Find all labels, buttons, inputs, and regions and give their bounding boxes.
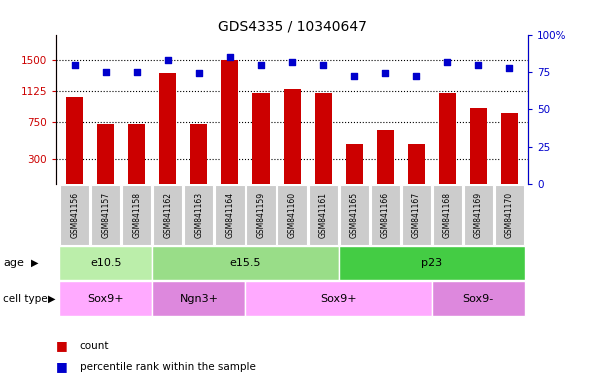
Point bbox=[504, 65, 514, 71]
Bar bbox=[340, 185, 369, 245]
Text: GSM841166: GSM841166 bbox=[381, 192, 390, 238]
Point bbox=[101, 69, 110, 75]
Point bbox=[349, 73, 359, 79]
Bar bbox=[432, 185, 462, 245]
Bar bbox=[432, 281, 525, 316]
Bar bbox=[376, 130, 394, 184]
Text: Ngn3+: Ngn3+ bbox=[179, 293, 218, 304]
Text: GSM841160: GSM841160 bbox=[287, 192, 297, 238]
Text: GSM841165: GSM841165 bbox=[350, 192, 359, 238]
Bar bbox=[215, 185, 244, 245]
Bar bbox=[184, 185, 214, 245]
Point bbox=[132, 69, 142, 75]
Text: GSM841157: GSM841157 bbox=[101, 192, 110, 238]
Bar bbox=[91, 185, 120, 245]
Bar bbox=[402, 185, 431, 245]
Bar bbox=[245, 281, 432, 316]
Text: p23: p23 bbox=[421, 258, 442, 268]
Bar bbox=[371, 185, 400, 245]
Point bbox=[287, 58, 297, 65]
Bar bbox=[153, 185, 182, 245]
Text: percentile rank within the sample: percentile rank within the sample bbox=[80, 362, 255, 372]
Bar bbox=[346, 144, 363, 184]
Bar bbox=[408, 144, 425, 184]
Bar bbox=[122, 185, 152, 245]
Text: GSM841164: GSM841164 bbox=[225, 192, 234, 238]
Point bbox=[319, 61, 328, 68]
Bar bbox=[339, 247, 525, 280]
Point bbox=[194, 70, 204, 76]
Bar bbox=[464, 185, 493, 245]
Point bbox=[163, 57, 172, 63]
Bar bbox=[470, 108, 487, 184]
Text: GSM841159: GSM841159 bbox=[257, 192, 266, 238]
Bar bbox=[152, 247, 339, 280]
Bar bbox=[128, 124, 145, 184]
Bar bbox=[309, 185, 337, 245]
Text: GSM841170: GSM841170 bbox=[505, 192, 514, 238]
Bar bbox=[221, 60, 238, 184]
Point bbox=[225, 54, 235, 60]
Text: Sox9-: Sox9- bbox=[463, 293, 494, 304]
Bar bbox=[314, 93, 332, 184]
Point bbox=[474, 61, 483, 68]
Text: GSM841167: GSM841167 bbox=[412, 192, 421, 238]
Text: age: age bbox=[3, 258, 24, 268]
Bar bbox=[284, 89, 300, 184]
Text: Sox9+: Sox9+ bbox=[320, 293, 357, 304]
Bar bbox=[277, 185, 307, 245]
Point bbox=[442, 58, 452, 65]
Text: cell type: cell type bbox=[3, 293, 48, 304]
Text: GSM841156: GSM841156 bbox=[70, 192, 79, 238]
Text: GSM841168: GSM841168 bbox=[443, 192, 452, 238]
Point bbox=[412, 73, 421, 79]
Text: GSM841158: GSM841158 bbox=[132, 192, 141, 238]
Bar bbox=[66, 97, 83, 184]
Text: Sox9+: Sox9+ bbox=[87, 293, 124, 304]
Text: GSM841169: GSM841169 bbox=[474, 192, 483, 238]
Title: GDS4335 / 10340647: GDS4335 / 10340647 bbox=[218, 20, 366, 33]
Text: e15.5: e15.5 bbox=[230, 258, 261, 268]
Bar bbox=[495, 185, 524, 245]
Bar bbox=[253, 93, 270, 184]
Text: ▶: ▶ bbox=[31, 258, 38, 268]
Point bbox=[70, 61, 80, 68]
Bar bbox=[247, 185, 276, 245]
Text: count: count bbox=[80, 341, 109, 351]
Point bbox=[381, 70, 390, 76]
Bar bbox=[59, 247, 152, 280]
Bar bbox=[59, 281, 152, 316]
Text: GSM841163: GSM841163 bbox=[194, 192, 204, 238]
Text: ▶: ▶ bbox=[48, 293, 56, 304]
Point bbox=[256, 61, 266, 68]
Bar bbox=[60, 185, 89, 245]
Bar bbox=[159, 73, 176, 184]
Bar bbox=[501, 113, 518, 184]
Text: ■: ■ bbox=[56, 339, 68, 352]
Bar bbox=[191, 124, 208, 184]
Text: GSM841161: GSM841161 bbox=[319, 192, 327, 238]
Text: ■: ■ bbox=[56, 360, 68, 373]
Text: e10.5: e10.5 bbox=[90, 258, 122, 268]
Bar bbox=[152, 281, 245, 316]
Bar bbox=[97, 124, 114, 184]
Text: GSM841162: GSM841162 bbox=[163, 192, 172, 238]
Bar bbox=[439, 93, 456, 184]
